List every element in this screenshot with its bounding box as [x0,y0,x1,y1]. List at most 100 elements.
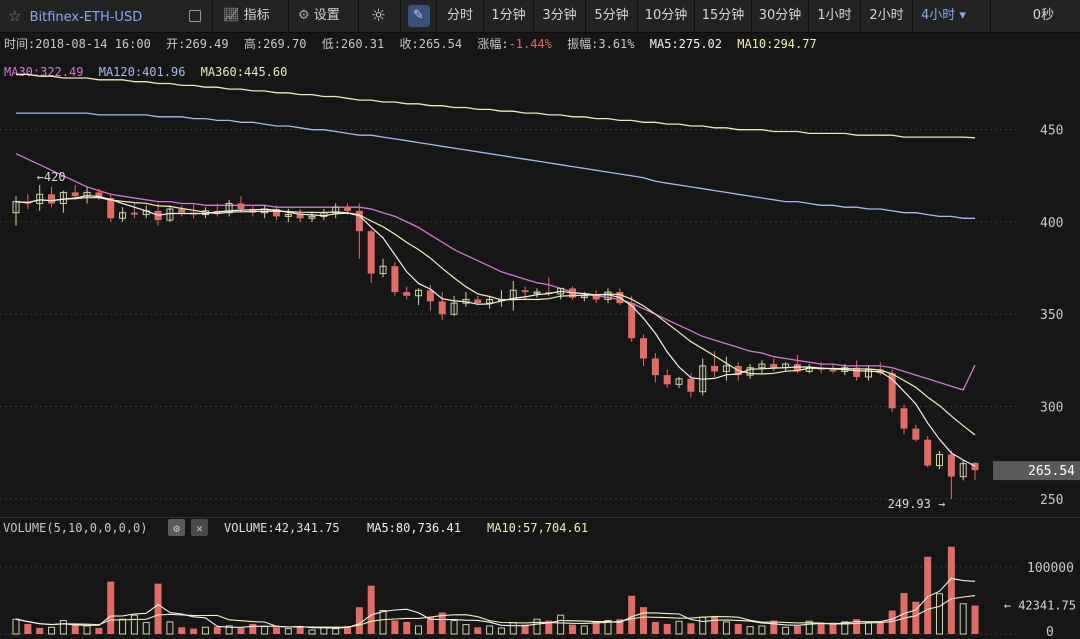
indicator-icon: 📈︎ [223,8,240,23]
pencil-icon: ✎ [407,5,430,27]
volume-bar [640,607,648,634]
candle-body [521,290,529,293]
volume-bar [628,595,636,634]
price-tick-label: 250 [1040,493,1063,508]
info-ma30: MA30:322.49 [4,65,84,79]
volume-bar [201,626,209,635]
volume-bar [284,628,292,635]
candle-body [36,193,44,204]
timeframe-tab[interactable]: 1分钟 [483,0,533,32]
candle-body [628,303,636,339]
candle-body [722,365,730,372]
candle-body [344,207,352,211]
volume-bar [509,622,517,635]
timeframe-tab[interactable]: 30分钟 [751,0,808,32]
candle-body [568,288,576,298]
volume-bar [190,628,198,634]
timeframe-tab[interactable]: 分时 [436,0,483,32]
volume-bar [237,627,245,634]
volume-bar [367,585,375,634]
candle-body [296,214,304,219]
ma-line-ma30 [15,153,976,391]
timeframe-tab[interactable]: 3分钟 [533,0,585,32]
volume-settings-icon[interactable] [168,519,185,536]
info-ma10: MA10:294.77 [737,37,817,51]
volume-bar [261,626,269,635]
ma-line-ma360 [16,73,976,139]
candle-body [332,206,340,214]
candle-body [545,292,553,294]
candle-body [107,197,115,219]
volume-bar [474,627,482,634]
volume-bar [332,628,340,635]
info-ma360: MA360:445.60 [200,65,288,79]
volume-bar [213,626,221,634]
volume-bar [308,629,316,635]
candle-body [829,369,837,372]
volume-last-label: ← 42341.75 [1004,599,1076,613]
candle-body [438,301,446,315]
ma-line-ma5 [15,195,976,467]
draw-tool-button[interactable]: ✎ [400,0,436,32]
info-amplitude: 振幅:3.61% [567,37,635,51]
timeframe-tab[interactable]: 10分钟 [637,0,694,32]
candle-body [284,214,292,217]
candle-body [959,463,967,478]
volume-bar [805,620,813,635]
candle-body [936,453,944,467]
volume-bar [687,623,695,634]
volume-bar [130,614,138,635]
price-tick-label: 450 [1040,124,1063,139]
timeframe-tab[interactable]: 1小时 [808,0,860,32]
volume-bar [391,620,399,634]
volume-ma10: MA10:57,704.61 [487,521,588,535]
gear-icon: ⚙ [298,8,310,23]
candle-body [166,208,174,221]
candle-body [190,212,198,215]
candle-body [462,298,470,304]
volume-bar [24,623,32,634]
price-tick-label: 350 [1040,308,1063,323]
star-icon[interactable]: ☆ [8,7,22,25]
candle-body [426,290,434,302]
timeframe-tab[interactable]: 15分钟 [694,0,751,32]
candle-body [805,367,813,372]
volume-bar [521,624,529,634]
indicator-button[interactable]: 📈︎ 指标 [212,0,284,32]
volume-bar [568,624,576,634]
ma-line-ma120 [16,112,975,219]
timeframe-tab[interactable]: 2小时 [860,0,912,32]
timeframe-tab[interactable]: 5分钟 [585,0,637,32]
volume-bar [770,620,778,634]
candle-body [497,298,505,302]
volume-ma-line-ma10 [15,595,976,628]
candle-body [509,289,517,300]
candle-body [450,302,458,315]
candle-body [201,210,209,216]
volume-tick-label: 100000 [1027,561,1074,576]
volume-bar [829,622,837,634]
last-price-tag [993,461,1080,481]
volume-close-icon[interactable] [191,519,208,536]
candle-body [24,201,32,204]
candle-body [486,298,494,304]
candle-body [71,192,79,197]
symbol-selector[interactable]: ☆ Bitfinex-ETH-USD [8,0,142,32]
candle-body [237,203,245,210]
popout-icon[interactable] [180,0,210,32]
timeframe-tab[interactable]: 4小时 ▾ [912,0,974,32]
volume-bar [959,603,967,635]
volume-bar [722,621,730,635]
volume-bar [272,627,280,634]
info-time: 时间:2018-08-14 16:00 [4,37,151,51]
candle-body [59,191,67,204]
theme-toggle-icon[interactable]: ☼ [358,0,398,32]
volume-bar [320,626,328,635]
indicator-label: 指标 [243,8,270,23]
volume-bar [71,624,79,634]
volume-bar [83,625,91,635]
volume-bar [758,625,766,635]
settings-button[interactable]: ⚙ 设置 [288,0,356,32]
candle-body [154,210,162,221]
